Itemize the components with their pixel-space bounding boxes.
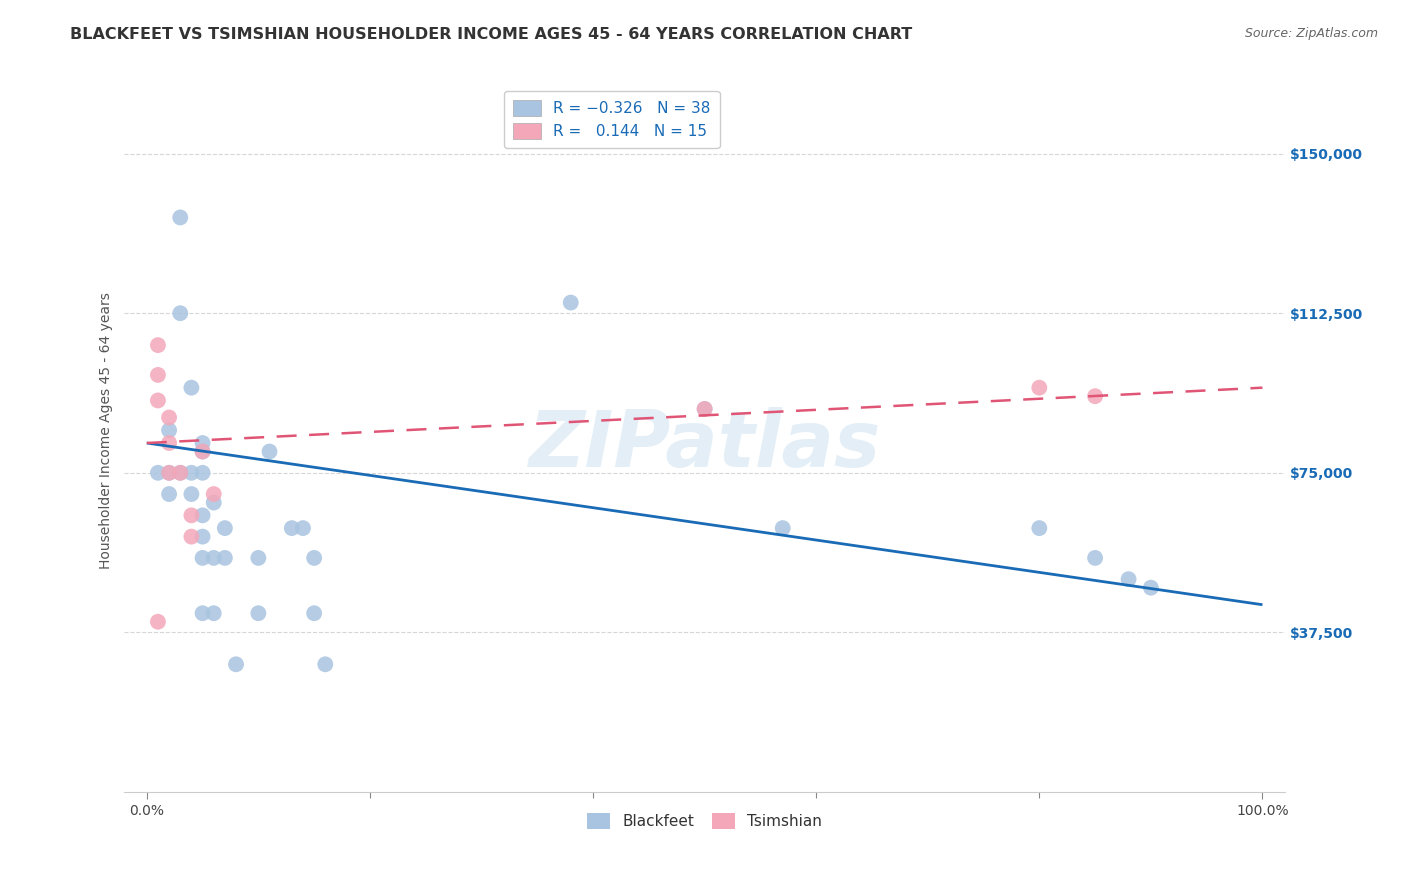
Point	[693, 401, 716, 416]
Point	[157, 423, 180, 437]
Point	[214, 521, 236, 535]
Point	[157, 410, 180, 425]
Point	[191, 444, 214, 458]
Point	[1084, 550, 1107, 565]
Point	[247, 550, 270, 565]
Point	[157, 466, 180, 480]
Point	[772, 521, 794, 535]
Point	[1118, 572, 1140, 586]
Point	[1028, 381, 1050, 395]
Point	[191, 508, 214, 523]
Point	[191, 444, 214, 458]
Point	[281, 521, 304, 535]
Point	[191, 436, 214, 450]
Point	[1028, 521, 1050, 535]
Text: ZIPatlas: ZIPatlas	[529, 407, 880, 483]
Point	[146, 466, 169, 480]
Point	[180, 530, 202, 544]
Point	[180, 487, 202, 501]
Point	[1140, 581, 1163, 595]
Text: Source: ZipAtlas.com: Source: ZipAtlas.com	[1244, 27, 1378, 40]
Legend: Blackfeet, Tsimshian: Blackfeet, Tsimshian	[581, 806, 828, 835]
Point	[560, 295, 582, 310]
Point	[169, 211, 191, 225]
Point	[180, 466, 202, 480]
Point	[146, 615, 169, 629]
Point	[1084, 389, 1107, 403]
Point	[202, 487, 225, 501]
Point	[291, 521, 314, 535]
Point	[247, 606, 270, 620]
Point	[146, 338, 169, 352]
Point	[169, 466, 191, 480]
Point	[191, 466, 214, 480]
Point	[157, 436, 180, 450]
Point	[146, 368, 169, 382]
Point	[314, 657, 336, 672]
Point	[214, 550, 236, 565]
Point	[259, 444, 281, 458]
Y-axis label: Householder Income Ages 45 - 64 years: Householder Income Ages 45 - 64 years	[100, 292, 114, 569]
Point	[191, 550, 214, 565]
Point	[180, 508, 202, 523]
Point	[157, 466, 180, 480]
Point	[202, 606, 225, 620]
Point	[202, 495, 225, 509]
Point	[225, 657, 247, 672]
Point	[693, 401, 716, 416]
Point	[202, 550, 225, 565]
Point	[157, 487, 180, 501]
Point	[169, 306, 191, 320]
Point	[302, 550, 325, 565]
Point	[180, 381, 202, 395]
Point	[191, 530, 214, 544]
Point	[302, 606, 325, 620]
Point	[146, 393, 169, 408]
Point	[169, 466, 191, 480]
Text: BLACKFEET VS TSIMSHIAN HOUSEHOLDER INCOME AGES 45 - 64 YEARS CORRELATION CHART: BLACKFEET VS TSIMSHIAN HOUSEHOLDER INCOM…	[70, 27, 912, 42]
Point	[191, 606, 214, 620]
